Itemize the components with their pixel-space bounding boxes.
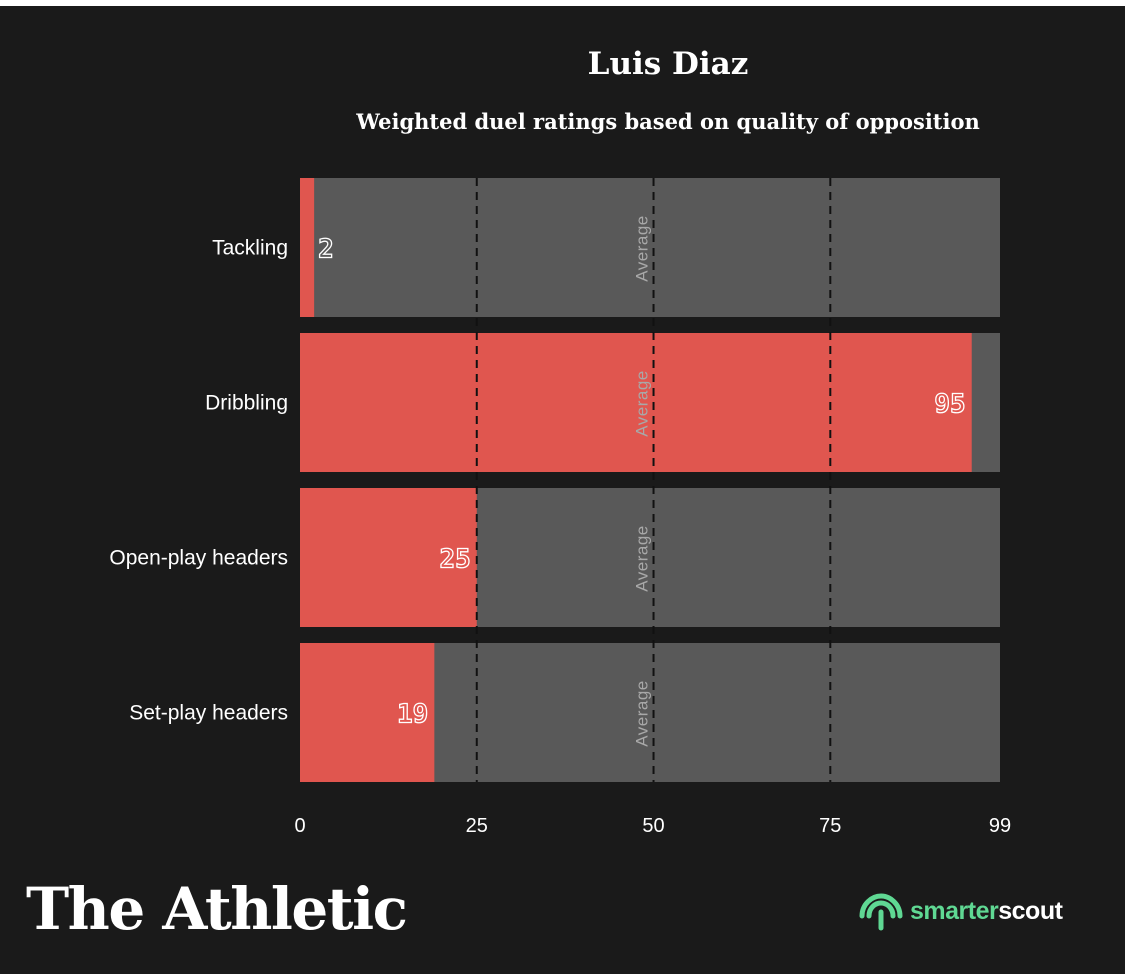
x-tick-label: 0 (294, 815, 305, 837)
bar-open-play-headers (300, 488, 477, 627)
average-label: Average (633, 215, 652, 282)
category-label: Tackling (212, 237, 288, 260)
bar-track (300, 178, 1000, 317)
bar-set-play-headers (300, 643, 435, 782)
category-label: Open-play headers (109, 547, 288, 570)
smarterscout-logo-icon (859, 893, 903, 931)
category-label: Set-play headers (129, 702, 288, 725)
partner-name-part1: smarter (910, 896, 999, 925)
category-label: Dribbling (205, 392, 288, 415)
chart-title: Luis Diaz (587, 46, 749, 82)
value-label: 19 (397, 700, 428, 730)
average-label: Average (633, 370, 652, 437)
chart-subtitle: Weighted duel ratings based on quality o… (356, 109, 980, 134)
partner-logo: smarterscout (856, 890, 1063, 932)
average-label: Average (633, 680, 652, 747)
x-tick-label: 99 (989, 815, 1011, 837)
bar-dribbling (300, 333, 972, 472)
bar-tackling (300, 178, 315, 317)
average-label: Average (633, 525, 652, 592)
x-tick-label: 50 (642, 815, 664, 837)
partner-name-part2: scout (998, 896, 1063, 925)
x-tick-label: 75 (819, 815, 841, 837)
value-label: 95 (934, 390, 965, 420)
partner-name: smarterscout (910, 896, 1063, 925)
value-label: 25 (439, 545, 470, 575)
value-label: 2 (318, 235, 334, 265)
publisher-logo: The Athletic (26, 875, 408, 943)
x-tick-label: 25 (466, 815, 488, 837)
